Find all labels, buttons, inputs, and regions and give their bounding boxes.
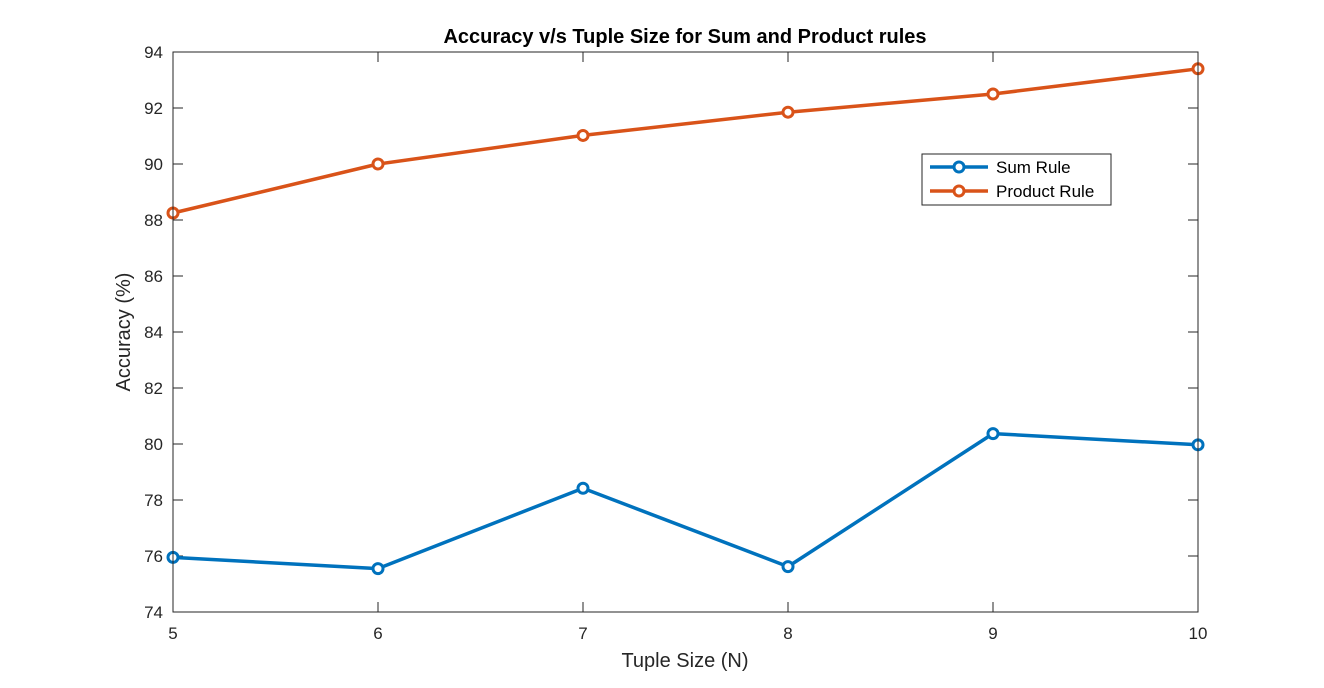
legend-box (921, 153, 1112, 206)
data-point-product-rule (576, 128, 590, 142)
x-axis-title: Tuple Size (N) (621, 650, 748, 672)
legend: Sum Rule Product Rule (921, 153, 1112, 206)
y-tick-label: 94 (144, 43, 163, 62)
data-point-product-rule (781, 105, 795, 119)
y-tick-label: 74 (144, 603, 163, 622)
legend-marker-product-rule (952, 184, 966, 198)
x-tick-label: 7 (578, 624, 587, 643)
data-point-product-rule (371, 157, 385, 171)
series-line-product-rule (172, 67, 1199, 215)
y-tick-label: 78 (144, 491, 163, 510)
y-tick-label: 90 (144, 155, 163, 174)
chart-title: Accuracy v/s Tuple Size for Sum and Prod… (443, 26, 926, 48)
y-tick-label: 82 (144, 379, 163, 398)
series-line-sum-rule (172, 431, 1199, 571)
legend-label-sum-rule: Sum Rule (996, 158, 1071, 177)
x-tick-label: 10 (1189, 624, 1208, 643)
y-tick-label: 80 (144, 435, 163, 454)
y-axis-title: Accuracy (%) (113, 273, 135, 392)
data-point-product-rule (986, 87, 1000, 101)
x-tick-label: 5 (168, 624, 177, 643)
plot-area-border (172, 51, 1199, 613)
legend-marker-sum-rule (952, 160, 966, 174)
legend-label-product-rule: Product Rule (996, 182, 1094, 201)
x-tick-label: 6 (373, 624, 382, 643)
data-point-sum-rule (576, 481, 590, 495)
plot-area-background (173, 52, 1198, 612)
x-tick-label: 9 (988, 624, 997, 643)
y-tick-label: 86 (144, 267, 163, 286)
y-tick-label: 92 (144, 99, 163, 118)
y-tick-label: 84 (144, 323, 163, 342)
y-tick-label: 88 (144, 211, 163, 230)
data-point-sum-rule (986, 427, 1000, 441)
data-point-sum-rule (781, 560, 795, 574)
x-tick-label: 8 (783, 624, 792, 643)
data-point-sum-rule (371, 562, 385, 576)
y-tick-label: 76 (144, 547, 163, 566)
